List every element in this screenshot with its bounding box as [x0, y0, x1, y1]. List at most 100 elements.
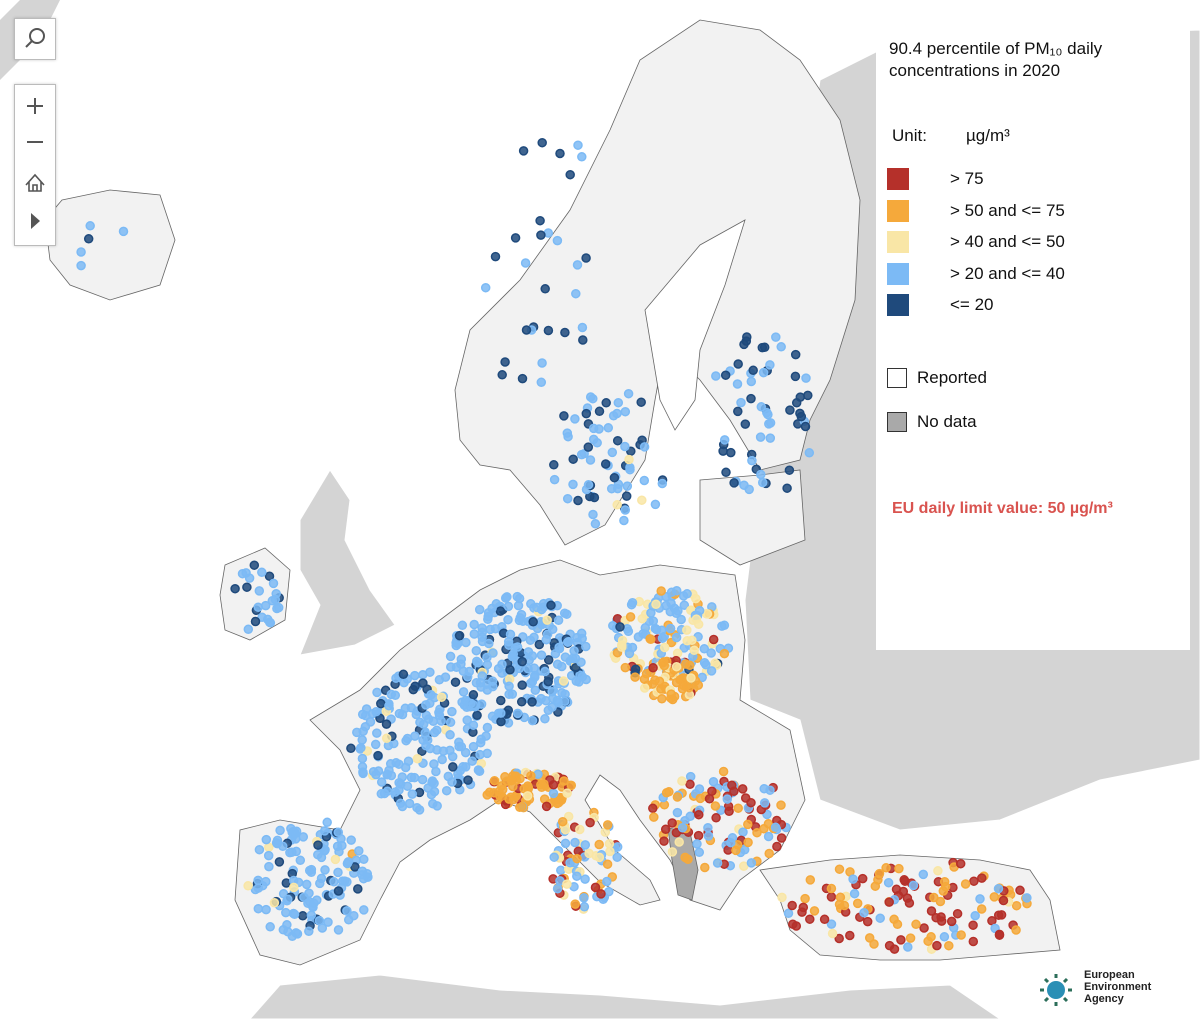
station-dot[interactable]: [859, 907, 869, 918]
station-dot[interactable]: [819, 914, 830, 925]
station-dot[interactable]: [566, 780, 577, 791]
station-dot[interactable]: [606, 483, 617, 494]
station-dot[interactable]: [639, 442, 650, 452]
station-dot[interactable]: [706, 666, 717, 676]
station-dot[interactable]: [589, 492, 600, 503]
station-dot[interactable]: [581, 408, 592, 419]
station-dot[interactable]: [791, 398, 802, 408]
station-dot[interactable]: [237, 568, 248, 579]
station-dot[interactable]: [797, 907, 807, 917]
station-dot[interactable]: [726, 837, 736, 848]
station-dot[interactable]: [549, 460, 559, 470]
station-dot[interactable]: [617, 642, 627, 652]
station-dot[interactable]: [784, 465, 795, 475]
station-dot[interactable]: [968, 936, 979, 947]
station-dot[interactable]: [800, 893, 810, 904]
station-dot[interactable]: [298, 911, 308, 921]
station-dot[interactable]: [450, 677, 461, 687]
station-dot[interactable]: [579, 902, 590, 912]
station-dot[interactable]: [968, 920, 978, 930]
station-dot[interactable]: [681, 659, 691, 669]
station-dot[interactable]: [699, 644, 710, 654]
station-dot[interactable]: [541, 695, 551, 706]
station-dot[interactable]: [718, 766, 729, 777]
station-dot[interactable]: [536, 782, 547, 793]
station-dot[interactable]: [461, 637, 471, 648]
station-dot[interactable]: [537, 358, 547, 368]
station-dot[interactable]: [481, 679, 492, 689]
station-dot[interactable]: [512, 591, 523, 602]
station-dot[interactable]: [613, 397, 624, 408]
station-dot[interactable]: [242, 582, 252, 592]
station-dot[interactable]: [382, 769, 392, 780]
station-dot[interactable]: [547, 624, 558, 635]
station-dot[interactable]: [639, 475, 650, 486]
station-dot[interactable]: [685, 779, 695, 790]
station-dot[interactable]: [624, 648, 635, 659]
station-dot[interactable]: [911, 919, 921, 930]
station-dot[interactable]: [594, 839, 604, 850]
station-dot[interactable]: [508, 771, 518, 781]
station-dot[interactable]: [260, 600, 271, 611]
station-dot[interactable]: [510, 233, 521, 243]
station-dot[interactable]: [738, 827, 748, 837]
station-dot[interactable]: [547, 702, 557, 712]
station-dot[interactable]: [726, 447, 736, 458]
station-dot[interactable]: [612, 842, 623, 852]
station-dot[interactable]: [708, 776, 719, 787]
station-dot[interactable]: [525, 635, 536, 645]
station-dot[interactable]: [283, 894, 293, 905]
station-dot[interactable]: [493, 663, 504, 674]
station-dot[interactable]: [835, 892, 846, 903]
station-dot[interactable]: [639, 683, 650, 693]
station-dot[interactable]: [987, 916, 997, 926]
station-dot[interactable]: [425, 743, 435, 754]
station-dot[interactable]: [845, 930, 855, 941]
station-dot[interactable]: [908, 880, 919, 891]
station-dot[interactable]: [683, 854, 693, 865]
station-dot[interactable]: [944, 940, 954, 951]
station-dot[interactable]: [484, 638, 494, 649]
station-dot[interactable]: [708, 634, 719, 645]
station-dot[interactable]: [712, 858, 723, 868]
station-dot[interactable]: [400, 762, 411, 773]
station-dot[interactable]: [573, 495, 583, 506]
station-dot[interactable]: [791, 921, 802, 931]
station-dot[interactable]: [460, 762, 471, 772]
station-dot[interactable]: [1011, 900, 1022, 911]
station-dot[interactable]: [295, 855, 306, 866]
station-dot[interactable]: [463, 775, 473, 785]
station-dot[interactable]: [504, 681, 514, 691]
station-dot[interactable]: [636, 397, 646, 407]
station-dot[interactable]: [874, 868, 885, 879]
station-dot[interactable]: [330, 854, 341, 865]
station-dot[interactable]: [571, 288, 581, 299]
station-dot[interactable]: [746, 393, 756, 404]
station-dot[interactable]: [560, 696, 570, 707]
station-dot[interactable]: [554, 642, 564, 653]
station-dot[interactable]: [711, 660, 722, 670]
station-dot[interactable]: [625, 612, 636, 622]
station-dot[interactable]: [609, 472, 620, 483]
station-dot[interactable]: [265, 618, 276, 628]
station-dot[interactable]: [731, 845, 741, 856]
station-dot[interactable]: [532, 602, 542, 613]
station-dot[interactable]: [447, 706, 457, 717]
station-dot[interactable]: [740, 419, 751, 429]
station-dot[interactable]: [739, 845, 750, 855]
station-dot[interactable]: [577, 152, 587, 162]
station-dot[interactable]: [896, 935, 906, 945]
station-dot[interactable]: [485, 624, 495, 635]
station-dot[interactable]: [495, 606, 506, 616]
station-dot[interactable]: [743, 819, 753, 830]
station-dot[interactable]: [625, 464, 635, 475]
station-dot[interactable]: [431, 766, 441, 777]
station-dot[interactable]: [590, 882, 601, 893]
station-dot[interactable]: [583, 442, 594, 452]
station-dot[interactable]: [395, 798, 406, 809]
station-dot[interactable]: [804, 448, 815, 458]
station-dot[interactable]: [505, 629, 516, 640]
station-dot[interactable]: [702, 609, 713, 619]
station-dot[interactable]: [770, 822, 781, 833]
station-dot[interactable]: [508, 781, 518, 792]
